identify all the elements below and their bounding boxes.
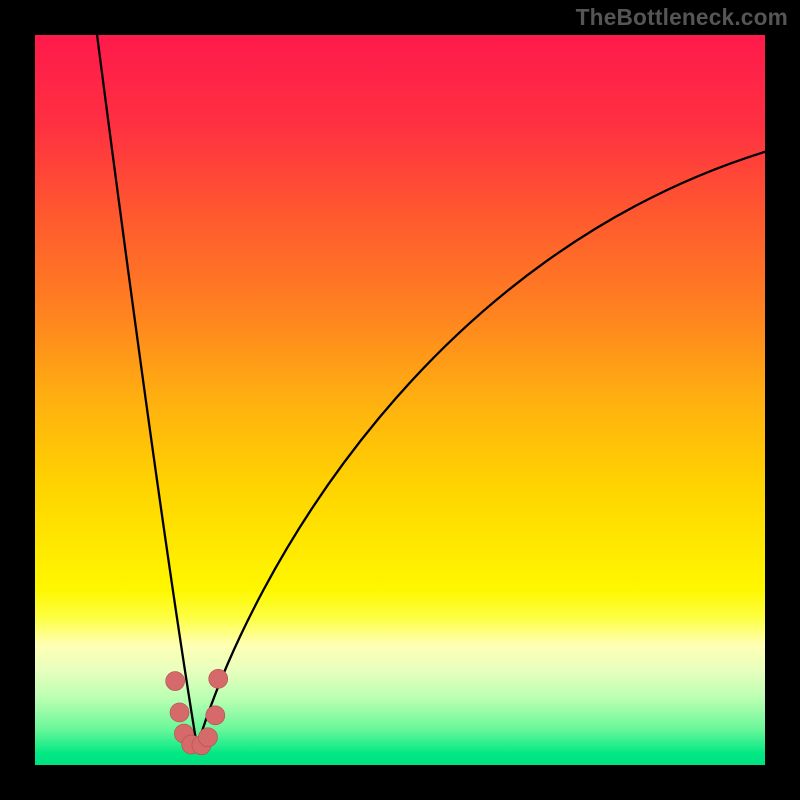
plot-background	[35, 35, 765, 765]
chart-root: TheBottleneck.com	[0, 0, 800, 800]
data-marker	[170, 703, 189, 722]
bottleneck-curve-chart	[0, 0, 800, 800]
data-marker	[209, 669, 228, 688]
data-marker	[206, 706, 225, 725]
data-marker	[199, 728, 218, 747]
data-marker	[166, 672, 185, 691]
